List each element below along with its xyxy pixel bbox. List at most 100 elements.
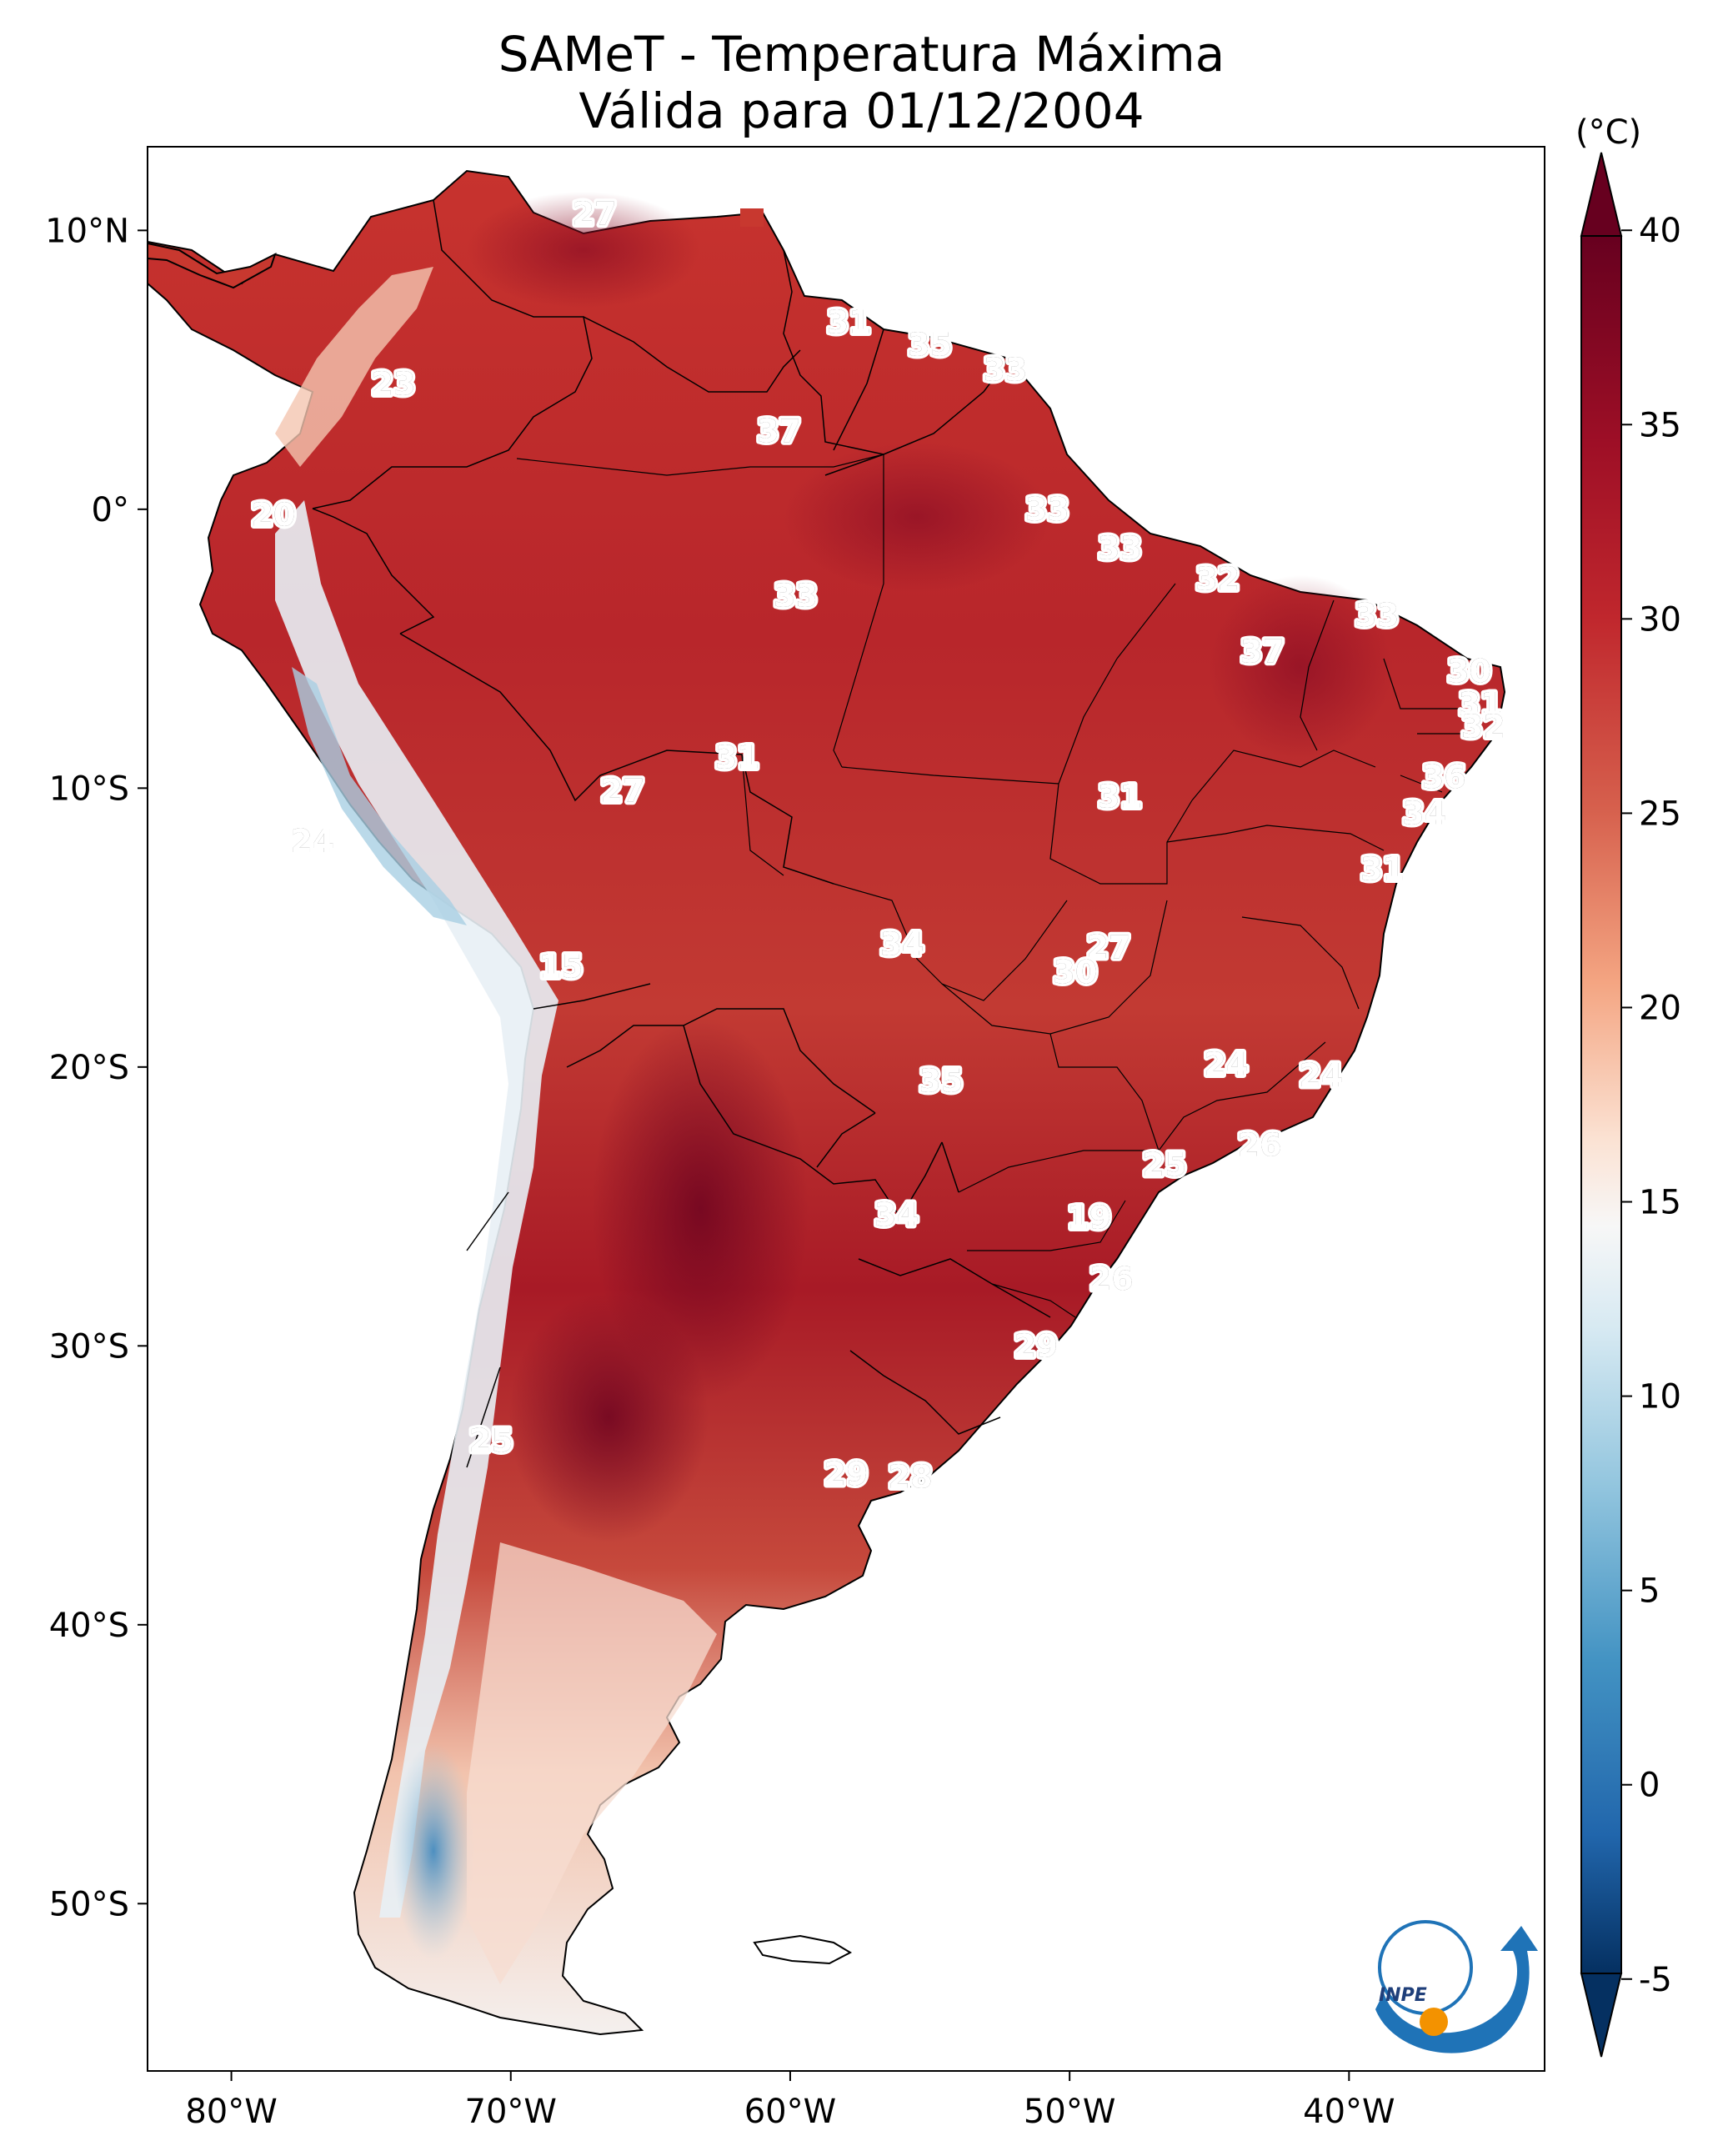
station-value-label: 31 [1360,850,1405,887]
station-value-outline: 19 [1067,1199,1111,1236]
patagonia-cold-area [392,1742,475,1959]
colorbar-tick-label: -5 [1639,1961,1672,1999]
station-value-outline: 37 [757,413,801,449]
hot-core-para [784,442,1050,592]
station-value-label: 27 [600,773,644,810]
lon-tick-label: 50°W [1024,2093,1115,2131]
inpe-logo-text: INPE [1379,1985,1427,2006]
station-value-outline: 25 [469,1422,513,1459]
station-value-label: 35 [919,1063,964,1100]
colorbar-bottom-extension [1580,1973,1623,2058]
lat-tick-label: 20°S [49,1049,129,1087]
station-value-outline: 26 [1089,1261,1134,1297]
station-value-label: 19 [1067,1199,1111,1236]
station-value-outline: 29 [1014,1327,1058,1364]
lat-tick-label: 40°S [49,1607,129,1645]
falkland-islands [753,1934,853,1965]
station-value-outline: 24 [1204,1045,1248,1082]
country-borders [312,199,1051,1468]
station-value-label: 23 [372,365,416,402]
station-value-label: 25 [1143,1146,1187,1183]
station-value-label: 29 [824,1456,869,1492]
station-value-outline: 34 [1402,795,1446,831]
station-value-outline: 35 [919,1063,964,1100]
station-value-label: 28 [889,1459,933,1496]
station-value-outline: 23 [372,365,416,402]
station-value-outline: 31 [827,304,871,341]
station-value-outline: 24 [290,823,334,860]
station-value-outline: 20 [251,497,295,534]
lat-tick-label: 30°S [49,1327,129,1366]
hot-core-venezuela [467,192,700,308]
station-value-label: 31 [715,740,759,776]
station-value-label: 35 [908,326,952,363]
station-value-label: 30 [1053,954,1097,990]
colorbar-tick-label: 30 [1639,600,1681,639]
station-value-outline: 30 [1447,653,1491,689]
andes-colombia-light [275,267,433,467]
station-value-label: 34 [1402,795,1446,831]
station-value-label: 37 [757,413,801,449]
lat-tick-label: 10°N [45,212,129,250]
colorbar-tick-label: 20 [1639,989,1681,1027]
state-borders [516,454,1484,1318]
station-value-label: 33 [984,352,1028,389]
station-value-label: 27 [573,195,617,232]
inpe-logo-swoosh-icon [1375,1926,1538,2053]
station-value-outline: 29 [824,1456,869,1492]
station-value-outline: 31 [715,740,759,776]
colorbar-tick-label: 10 [1639,1378,1681,1416]
colorbar-top-extension [1580,152,1623,237]
colorbar: 40 35 30 25 20 15 10 5 0 -5 (°C) [1575,113,1681,2058]
colorbar-tick-label: 25 [1639,795,1681,833]
patagonia-light [467,1542,717,1984]
panama-isthmus [148,242,277,289]
station-value-outline: 25 [1143,1146,1187,1183]
station-value-label: 24 [1299,1057,1343,1094]
station-value-label: 34 [880,926,924,963]
map-title-line1: SAMeT - Temperatura Máxima [498,26,1225,83]
station-value-outline: 33 [1098,530,1142,567]
lat-tick-label: 50°S [49,1885,129,1923]
station-value-outline: 31 [1360,850,1405,887]
station-value-label: 24 [290,823,334,860]
station-value-outline: 33 [774,578,818,614]
station-value-outline: 28 [889,1459,933,1496]
inpe-logo-sun-icon [1420,2008,1448,2036]
station-value-label: 31 [1098,778,1142,815]
colorbar-tick-label: 15 [1639,1184,1681,1222]
andes-blue-peru [292,667,467,925]
lon-tick-label: 70°W [465,2093,557,2131]
station-value-label: 30 [1447,653,1491,689]
station-value-label: 24 [1204,1045,1248,1082]
longitude-axis: 80°W 70°W 60°W 50°W 40°W [185,2071,1395,2131]
colorbar-unit: (°C) [1575,113,1641,152]
station-value-label: 34 [874,1196,919,1233]
colorbar-tick-label: 5 [1639,1572,1660,1611]
colorbar-ticks: 40 35 30 25 20 15 10 5 0 -5 [1621,212,1681,1999]
station-value-label: 32 [1195,560,1240,597]
station-value-label: 37 [1240,633,1285,669]
lon-tick-label: 80°W [185,2093,277,2131]
station-value-outline: 24 [1299,1057,1343,1094]
station-value-label: 26 [1238,1126,1282,1163]
station-value-label: 33 [774,578,818,614]
station-value-label: 15 [539,948,584,985]
temperature-field [148,169,1506,2036]
hot-core-northeast [1209,575,1392,759]
station-value-label: 33 [1098,530,1142,567]
lon-tick-label: 60°W [744,2093,836,2131]
station-value-outline: 31 [1458,686,1502,723]
station-value-label: 29 [1014,1327,1058,1364]
station-value-label: 33 [1025,491,1069,528]
station-value-label: 31 [827,304,871,341]
station-value-outline: 33 [1025,491,1069,528]
station-value-label: 31 [1458,686,1502,723]
trinidad-island [740,208,764,227]
station-value-label: 32 [1461,709,1505,745]
station-labels: 2727313135353333232337373333202033333333… [248,193,1508,1498]
lat-tick-label: 0° [92,491,129,529]
colorbar-tick-label: 0 [1639,1767,1660,1805]
station-value-outline: 36 [1422,759,1466,795]
